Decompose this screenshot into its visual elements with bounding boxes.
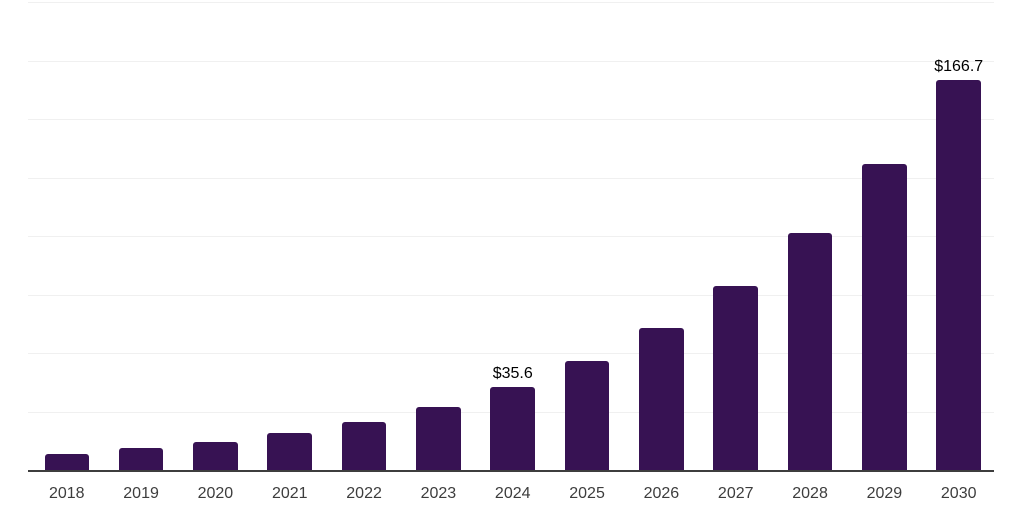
x-tick-2022: 2022: [346, 485, 382, 502]
x-tick-2025: 2025: [569, 485, 605, 502]
x-tick-2021: 2021: [271, 485, 308, 502]
x-tick-2019: 2019: [123, 485, 159, 502]
gridline-175: [28, 60, 994, 62]
gridline-200: [28, 2, 994, 3]
bar-2018: [44, 453, 89, 470]
x-tick-2024: 2024: [494, 485, 531, 502]
x-tick-2018: 2018: [48, 485, 85, 502]
gridline-75: [28, 294, 994, 296]
bar-2021: [267, 432, 312, 470]
gridline-50: [28, 353, 994, 354]
plot-area: $35.6 $166.7: [28, 2, 994, 472]
bar-2025: [564, 360, 610, 470]
value-label-2030: $166.7: [934, 57, 984, 75]
bar-2019: [118, 448, 164, 470]
x-tick-2027: 2027: [717, 485, 754, 502]
gridline-150: [28, 119, 994, 120]
bar-2027: [713, 285, 758, 470]
bar-2023: [416, 407, 461, 470]
x-tick-2026: 2026: [643, 485, 680, 502]
bar-2028: [787, 232, 833, 470]
gridline-125: [28, 177, 994, 179]
bar-2030: [936, 79, 981, 470]
value-label-2024: $35.6: [492, 364, 533, 382]
bar-2020: [193, 442, 238, 470]
x-tick-2030: 2030: [940, 485, 977, 502]
bar-2024: [490, 386, 535, 470]
gridline-100: [28, 236, 994, 237]
x-tick-2020: 2020: [197, 485, 234, 502]
bar-2026: [639, 328, 684, 470]
x-tick-2029: 2029: [866, 485, 903, 502]
bar-2022: [341, 421, 387, 470]
bar-2029: [862, 163, 907, 470]
x-tick-2028: 2028: [792, 485, 828, 502]
x-tick-2023: 2023: [420, 485, 457, 502]
